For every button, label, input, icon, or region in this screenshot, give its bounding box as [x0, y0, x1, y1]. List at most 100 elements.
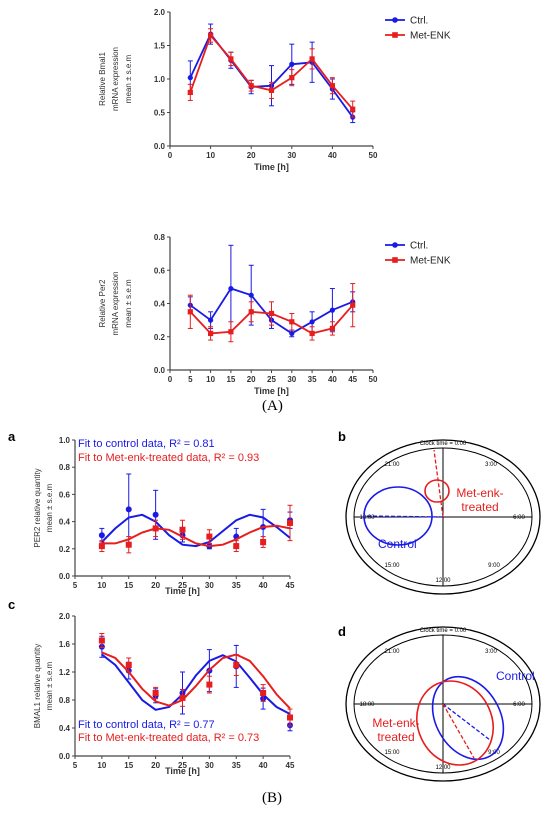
data-point	[152, 511, 159, 518]
data-point	[208, 32, 214, 39]
clock-outer-ring	[345, 439, 541, 595]
x-axis-label: Time [h]	[165, 766, 200, 776]
legend-marker	[392, 242, 398, 248]
x-tick-label: 40	[259, 761, 268, 770]
data-point	[248, 309, 254, 315]
data-point	[289, 61, 295, 67]
x-tick-label: 45	[286, 761, 295, 770]
clock-label-15: 15:00	[384, 750, 400, 756]
x-axis-label: Time [h]	[254, 386, 289, 396]
clock-label-18: 18:00	[359, 702, 375, 708]
x-tick-label: 20	[247, 151, 256, 160]
clock-label-18: 18:00	[359, 515, 375, 521]
x-tick-label: 35	[232, 761, 241, 770]
y-tick-label: 0.0	[59, 752, 71, 761]
legend-label: Met-ENK	[410, 256, 451, 267]
fit-label: Fit to control data, R² = 0.77	[78, 719, 215, 731]
clock-label-12: 12:00	[435, 578, 451, 584]
data-point	[309, 56, 315, 62]
clock-label-6: 6:00	[513, 515, 525, 521]
data-point	[268, 310, 275, 317]
y-tick-label: 0.2	[154, 333, 166, 342]
series-control	[98, 473, 293, 550]
phase-plot-per2: b Clock time = 0.00 3:00 6:00 9:00 12:00…	[338, 429, 541, 595]
series-met-enk-treated	[98, 633, 293, 727]
x-tick-label: 0	[168, 375, 173, 384]
x-tick-label: 5	[73, 581, 78, 590]
phase-plot-bmal1: d Clock time = 0.00 3:00 6:00 9:00 12:00…	[338, 624, 541, 782]
x-tick-label: 25	[178, 581, 187, 590]
data-point	[98, 532, 105, 539]
chart-per2-top: 0 5 10 15 20 25 30 35 40 45 50 0.0 0.2 0.4 0.6 0.8 Time …	[98, 233, 451, 396]
series-control	[98, 635, 293, 732]
x-tick-label: 15	[124, 581, 133, 590]
data-point	[309, 319, 315, 325]
x-tick-label: 30	[287, 151, 296, 160]
fit-curve	[101, 651, 291, 710]
treated-phase-vector	[433, 449, 444, 518]
legend-marker	[392, 257, 398, 263]
chart-per2-fit: 5 10 15 20 25 30 35 40 45 0.0 0.2 0.4 0.6 0.8 1.0 Time …	[8, 429, 295, 596]
panel-letter: c	[8, 597, 15, 612]
treated-confidence-ellipse	[416, 680, 494, 766]
x-tick-label: 35	[308, 375, 317, 384]
y-tick-label: 1.5	[154, 42, 166, 51]
fit-label: Fit to Met-enk-treated data, R² = 0.73	[78, 732, 259, 744]
y-tick-label: 0.5	[154, 109, 166, 118]
y-tick-label: 2.0	[154, 8, 166, 17]
treated-confidence-ellipse	[424, 479, 450, 503]
fit-curve	[101, 653, 291, 715]
series-met-enk	[187, 28, 356, 118]
data-point	[187, 75, 193, 81]
data-point	[233, 662, 240, 668]
x-tick-label: 20	[247, 375, 256, 384]
x-tick-label: 45	[348, 375, 357, 384]
data-point	[289, 319, 295, 325]
data-point	[233, 543, 240, 550]
treated-phase-vector	[442, 703, 475, 759]
panel-letter: a	[8, 429, 16, 444]
chart-bmal1-fit: 5 10 15 20 25 30 35 40 45 0.0 0.4 0.8 1.2 1.6 2.0 Time …	[8, 597, 295, 776]
data-point	[287, 519, 293, 526]
control-phase-vector	[442, 703, 491, 741]
x-tick-label: 5	[188, 375, 193, 384]
y-tick-label: 0.6	[59, 490, 71, 499]
y-tick-label: 0.8	[154, 233, 166, 242]
x-tick-label: 50	[369, 151, 378, 160]
treated-label-line2: treated	[461, 500, 498, 514]
x-tick-label: 10	[206, 375, 215, 384]
control-confidence-ellipse	[363, 486, 433, 546]
y-tick-label: 1.6	[59, 640, 71, 649]
clock-label-6: 6:00	[513, 702, 525, 708]
clock-label-21: 21:00	[384, 649, 400, 655]
y-axis-label-line: mean ± s.e.m	[124, 54, 133, 103]
series-met-enk-treated	[98, 504, 293, 554]
y-tick-label: 1.0	[59, 436, 71, 445]
data-point	[187, 89, 193, 95]
clock-label-9: 9:00	[488, 563, 500, 569]
data-point	[260, 539, 267, 545]
data-point	[228, 56, 234, 62]
fit-curve	[101, 513, 291, 548]
y-tick-label: 2.0	[59, 612, 71, 621]
data-point	[206, 681, 213, 688]
x-tick-label: 25	[267, 375, 276, 384]
clock-label-15: 15:00	[384, 563, 400, 569]
data-point	[208, 317, 214, 323]
control-label: Control	[378, 537, 417, 551]
fit-label: Fit to Met-enk-treated data, R² = 0.93	[78, 452, 259, 464]
y-axis-label-line: Relative Per2	[98, 279, 107, 328]
y-axis-label-line: BMAL1 relative quantity	[33, 644, 42, 729]
x-tick-label: 30	[287, 375, 296, 384]
caption-B: (B)	[262, 790, 282, 806]
data-point	[125, 662, 132, 668]
data-point	[152, 525, 159, 532]
x-tick-label: 45	[286, 581, 295, 590]
y-tick-label: 0.0	[59, 572, 71, 581]
data-point	[289, 75, 295, 81]
panel-letter-b: b	[338, 429, 346, 444]
data-point	[260, 690, 267, 696]
legend-label: Ctrl.	[410, 16, 428, 27]
x-tick-label: 40	[259, 581, 268, 590]
